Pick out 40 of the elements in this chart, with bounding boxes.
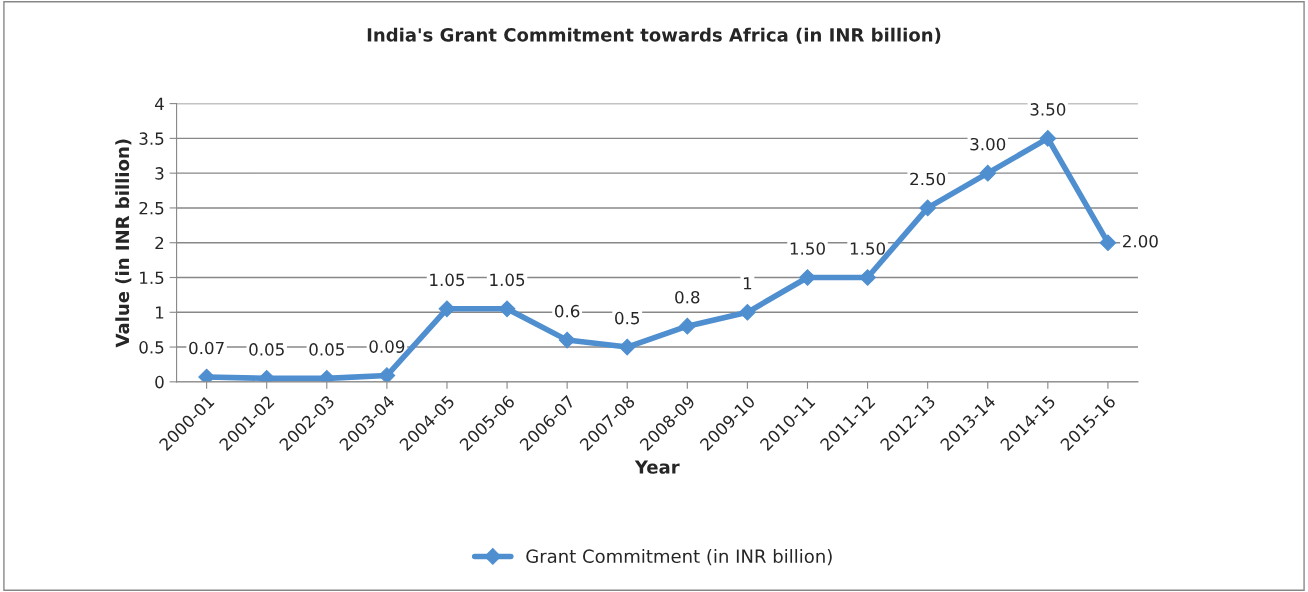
data-label: 0.5 [615,311,640,325]
y-tick-label: 3.5 [139,132,164,145]
point [859,269,876,286]
data-label: 0.09 [369,340,405,353]
point [739,303,756,321]
data-label: 1.05 [430,273,465,287]
data-label: 0.05 [309,343,344,356]
y-tick-label: 2.5 [139,201,164,215]
data-label: 3.00 [970,137,1006,151]
data-label: 1.50 [850,242,886,255]
data-label: 0.6 [554,304,580,318]
data-label: 2.00 [1123,234,1158,248]
data-label: 3.50 [1030,103,1066,116]
point [799,269,816,286]
y-tick-label: 2 [155,236,164,250]
y-tick-label: 3 [155,167,164,180]
data-label: 0.8 [675,290,700,304]
y-tick-label: 0.5 [139,341,164,354]
data-label: 2.50 [910,172,946,186]
point [678,317,696,335]
y-tick-label: 0 [155,375,164,389]
point [558,331,576,349]
chart-title: India's Grant Commitment towards Africa (in INR billion) [367,27,941,44]
point [1039,130,1057,147]
data-label: 1.50 [790,242,825,255]
x-axis-title: Year [634,460,680,474]
y-axis-title: Value (in INR billion) [115,139,132,348]
point [1099,234,1117,252]
point [979,164,997,182]
y-tick-label: 1 [156,306,164,319]
data-label: 0.05 [249,343,284,356]
point [198,368,215,382]
point [618,338,636,356]
legend-label: Grant Commitment (in INR billion) [526,549,832,566]
data-label: 1.05 [490,273,525,287]
y-tick-label: 4 [154,97,164,110]
y-tick-label: 1.5 [140,271,164,285]
data-label: 0.07 [189,341,224,355]
data-label: 1 [743,277,752,290]
point [919,199,937,217]
